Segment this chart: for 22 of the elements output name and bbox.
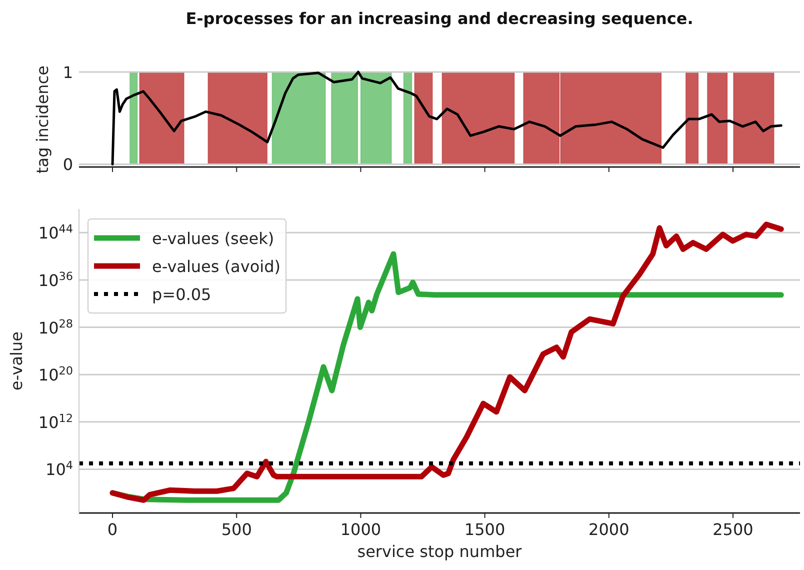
x-tick-label: 0 — [107, 520, 118, 539]
x-tick-label: 1500 — [464, 520, 506, 539]
x-tick-label: 500 — [221, 520, 252, 539]
y-axis-title: e-value — [7, 332, 26, 390]
x-tick-label: 2000 — [588, 520, 630, 539]
x-tick-label: 2500 — [712, 520, 754, 539]
y-tick-label: 10$^{28}$ — [38, 316, 73, 338]
chart-title: E-processes for an increasing and decreasing sequence. — [186, 9, 694, 28]
y-tick-label: 10$^{44}$ — [38, 222, 73, 243]
y-tick-label: 10$^{12}$ — [38, 411, 73, 432]
legend-label: e-values (avoid) — [152, 257, 280, 276]
x-axis-title: service stop number — [357, 542, 522, 561]
y-tick-label: 10$^{36}$ — [38, 269, 73, 290]
y-tick-label: 10$^{4}$ — [46, 458, 73, 480]
line-series — [111, 70, 782, 166]
y-tick-label: 1 — [62, 63, 73, 82]
y-tick-label: 0 — [62, 155, 73, 174]
legend-label: e-values (seek) — [152, 229, 274, 248]
legend-label: p=0.05 — [152, 285, 212, 304]
y-axis-title: tag incidence — [33, 66, 52, 174]
x-tick-label: 1000 — [340, 520, 382, 539]
y-tick-label: 10$^{20}$ — [38, 364, 73, 385]
